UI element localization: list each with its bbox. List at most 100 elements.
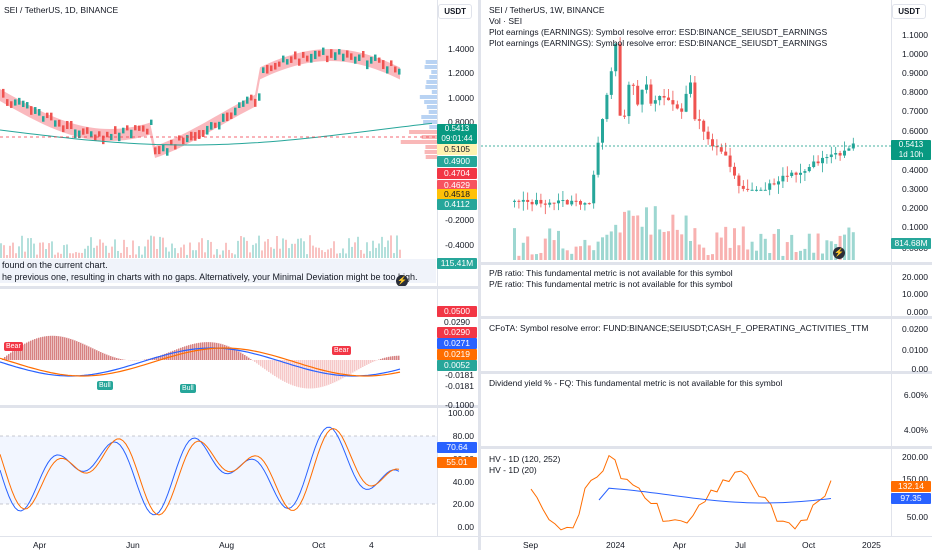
- currency-button[interactable]: USDT: [892, 4, 926, 19]
- candle: [596, 142, 600, 175]
- macd-badge: 0.0290: [437, 317, 477, 328]
- candle: [693, 82, 697, 120]
- candle: [130, 129, 133, 139]
- candle: [394, 66, 397, 73]
- macd-histogram-bar: [8, 354, 10, 360]
- volume-bar: [252, 244, 254, 258]
- candle: [78, 130, 81, 139]
- volume-bar: [204, 252, 206, 258]
- macd-histogram-bar: [320, 360, 322, 388]
- volume-bar: [583, 239, 587, 260]
- volume-bar: [552, 240, 556, 260]
- volume-bar: [746, 249, 750, 260]
- volume-profile-bar: [429, 75, 437, 79]
- x-label: Apr: [673, 540, 687, 550]
- candle: [50, 112, 53, 121]
- stoch-badge: 70.64: [437, 442, 477, 453]
- macd-histogram-bar: [98, 351, 100, 360]
- candle: [821, 157, 824, 164]
- candle: [605, 94, 609, 120]
- volume-bar: [384, 247, 386, 258]
- candle: [74, 129, 77, 139]
- macd-histogram-bar: [232, 348, 234, 360]
- pane-separator[interactable]: [0, 405, 478, 408]
- volume-bar: [390, 235, 392, 258]
- volume-bar: [48, 243, 50, 258]
- candle: [645, 84, 648, 90]
- macd-histogram-bar: [354, 360, 356, 372]
- candle: [653, 100, 657, 104]
- candle: [166, 148, 169, 156]
- price-tick: 0.2000: [902, 203, 928, 213]
- cfota-tick: 0.00: [911, 364, 928, 374]
- candle: [194, 132, 197, 141]
- volume-bar: [243, 237, 245, 258]
- volume-bar: [270, 247, 272, 258]
- macd-badge: 0.0219: [437, 349, 477, 360]
- candle: [552, 202, 556, 204]
- left-chart-pane[interactable]: SEI / TetherUS, 1D, BINANCE found on the…: [0, 0, 478, 550]
- price-badge: 0.4900: [437, 156, 477, 167]
- macd-histogram-bar: [66, 337, 68, 360]
- macd-histogram-bar: [56, 335, 58, 360]
- layout-divider[interactable]: [478, 0, 481, 550]
- trend-cloud: [0, 49, 400, 159]
- macd-histogram-bar: [396, 355, 398, 360]
- pane-separator[interactable]: [481, 446, 932, 449]
- volume-bar: [675, 229, 679, 260]
- right-price-scale[interactable]: USDT 1.1000 1.0000 0.9000 0.8000 0.7000 0.600…: [891, 0, 932, 550]
- macd-histogram-bar: [358, 360, 360, 370]
- macd-tick: -0.0181: [445, 381, 474, 391]
- candle: [346, 50, 349, 58]
- candle: [706, 131, 710, 140]
- left-time-axis[interactable]: Apr Jun Aug Oct 4: [0, 536, 478, 550]
- candle: [102, 135, 105, 145]
- right-chart-pane[interactable]: SEI / TetherUS, 1W, BINANCE Vol · SEI Pl…: [481, 0, 932, 550]
- macd-histogram-bar: [28, 341, 30, 360]
- volume-bar: [653, 206, 657, 260]
- price-tick: 0.1000: [902, 222, 928, 232]
- macd-histogram-bar: [100, 352, 102, 360]
- right-chart-title: SEI / TetherUS, 1W, BINANCE: [489, 5, 605, 15]
- candle: [680, 108, 684, 112]
- volume-bar: [240, 236, 242, 258]
- volume-bar: [6, 254, 8, 258]
- currency-button[interactable]: USDT: [438, 4, 472, 19]
- macd-histogram-bar: [22, 344, 24, 360]
- volume-profile-bar: [419, 95, 437, 99]
- volume-bar: [799, 250, 802, 260]
- volume-bar: [671, 214, 675, 260]
- candle: [759, 189, 763, 191]
- volume-bar: [711, 254, 714, 260]
- price-tick: 0.6000: [902, 126, 928, 136]
- volume-bar: [794, 252, 798, 260]
- volume-bar: [219, 254, 221, 258]
- volume-bar: [574, 246, 578, 260]
- pane-separator[interactable]: [481, 262, 932, 265]
- candle: [565, 200, 569, 205]
- left-chart-canvas[interactable]: [0, 0, 437, 550]
- x-label: 4: [369, 540, 374, 550]
- right-time-axis[interactable]: Sep 2024 Apr Jul Oct 2025: [481, 536, 932, 550]
- pane-separator[interactable]: [481, 371, 932, 374]
- volume-bar: [333, 241, 335, 258]
- lightning-icon[interactable]: ⚡: [396, 275, 408, 287]
- pane-separator[interactable]: [481, 316, 932, 319]
- macd-histogram-bar: [296, 360, 298, 387]
- macd-histogram-bar: [344, 360, 346, 378]
- macd-histogram-bar: [268, 360, 270, 372]
- volume-bar: [300, 238, 302, 258]
- left-price-scale[interactable]: USDT 1.40001.20001.00000.80000.60000.400…: [437, 0, 478, 550]
- lightning-icon[interactable]: ⚡: [833, 247, 845, 259]
- volume-bar: [680, 234, 684, 260]
- stoch-tick: 80.00: [452, 431, 474, 441]
- candle: [513, 200, 516, 202]
- macd-histogram-bar: [368, 360, 370, 364]
- candle: [234, 107, 237, 116]
- macd-histogram-bar: [292, 360, 294, 386]
- pane-separator[interactable]: [0, 286, 478, 289]
- macd-histogram-bar: [80, 342, 82, 360]
- volume-bar: [803, 248, 807, 260]
- candle: [90, 131, 93, 138]
- candle: [66, 121, 69, 129]
